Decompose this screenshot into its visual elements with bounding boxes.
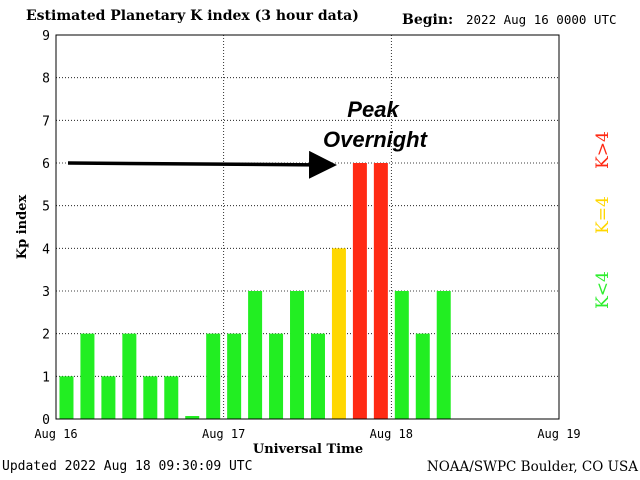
y-tick-label: 2	[42, 328, 50, 343]
y-tick-label: 1	[42, 370, 50, 385]
bar	[394, 291, 409, 419]
y-tick-label: 6	[42, 157, 50, 172]
bar	[331, 248, 346, 419]
x-tick-labels: Aug 16 Aug 17 Aug 18 Aug 19	[34, 427, 580, 441]
y-tick-label: 8	[42, 72, 50, 87]
bar	[164, 376, 179, 419]
y-tick-label: 0	[42, 413, 50, 428]
y-tick-labels: 0 1 2 3 4 5 6 7 8 9	[42, 29, 50, 428]
x-tick-label: Aug 19	[537, 427, 580, 441]
x-tick-label: Aug 16	[34, 427, 77, 441]
bar	[185, 416, 200, 419]
annotation-arrow	[67, 150, 337, 179]
y-axis-label: Kp index	[15, 195, 30, 260]
begin-value: 2022 Aug 16 0000 UTC	[466, 12, 617, 27]
bar	[80, 333, 95, 419]
bar	[101, 376, 116, 419]
legend-item-moderate: K=4	[593, 196, 613, 234]
bar	[290, 291, 305, 419]
x-tick-label: Aug 18	[370, 427, 413, 441]
bar	[436, 291, 451, 419]
legend-item-high: K>4	[593, 131, 613, 169]
grid-lines	[56, 34, 559, 419]
bar	[59, 376, 74, 419]
legend-item-low: K<4	[593, 271, 613, 309]
y-tick-label: 5	[42, 200, 50, 215]
bar	[248, 291, 263, 419]
x-tick-label: Aug 17	[202, 427, 245, 441]
bar	[206, 333, 221, 419]
y-tick-label: 3	[42, 285, 50, 300]
bar	[227, 333, 242, 419]
plot-frame	[55, 34, 560, 420]
begin-label: Begin:	[402, 12, 454, 28]
bar	[143, 376, 158, 419]
y-tick-label: 4	[42, 242, 50, 257]
source-credit: NOAA/SWPC Boulder, CO USA	[426, 459, 638, 475]
bars	[59, 163, 451, 419]
y-tick-label: 9	[42, 29, 50, 44]
bar	[415, 333, 430, 419]
annotation-text-line2: Overnight	[323, 127, 429, 152]
bar	[310, 333, 325, 419]
bar	[122, 333, 137, 419]
annotation-text-line1: Peak	[347, 97, 400, 122]
bar	[352, 163, 367, 419]
bar	[373, 163, 388, 419]
updated-timestamp: Updated 2022 Aug 18 09:30:09 UTC	[2, 459, 253, 474]
y-tick-label: 7	[42, 114, 50, 129]
x-axis-label: Universal Time	[253, 442, 363, 457]
bar	[269, 333, 284, 419]
chart-title: Estimated Planetary K index (3 hour data…	[26, 8, 359, 24]
